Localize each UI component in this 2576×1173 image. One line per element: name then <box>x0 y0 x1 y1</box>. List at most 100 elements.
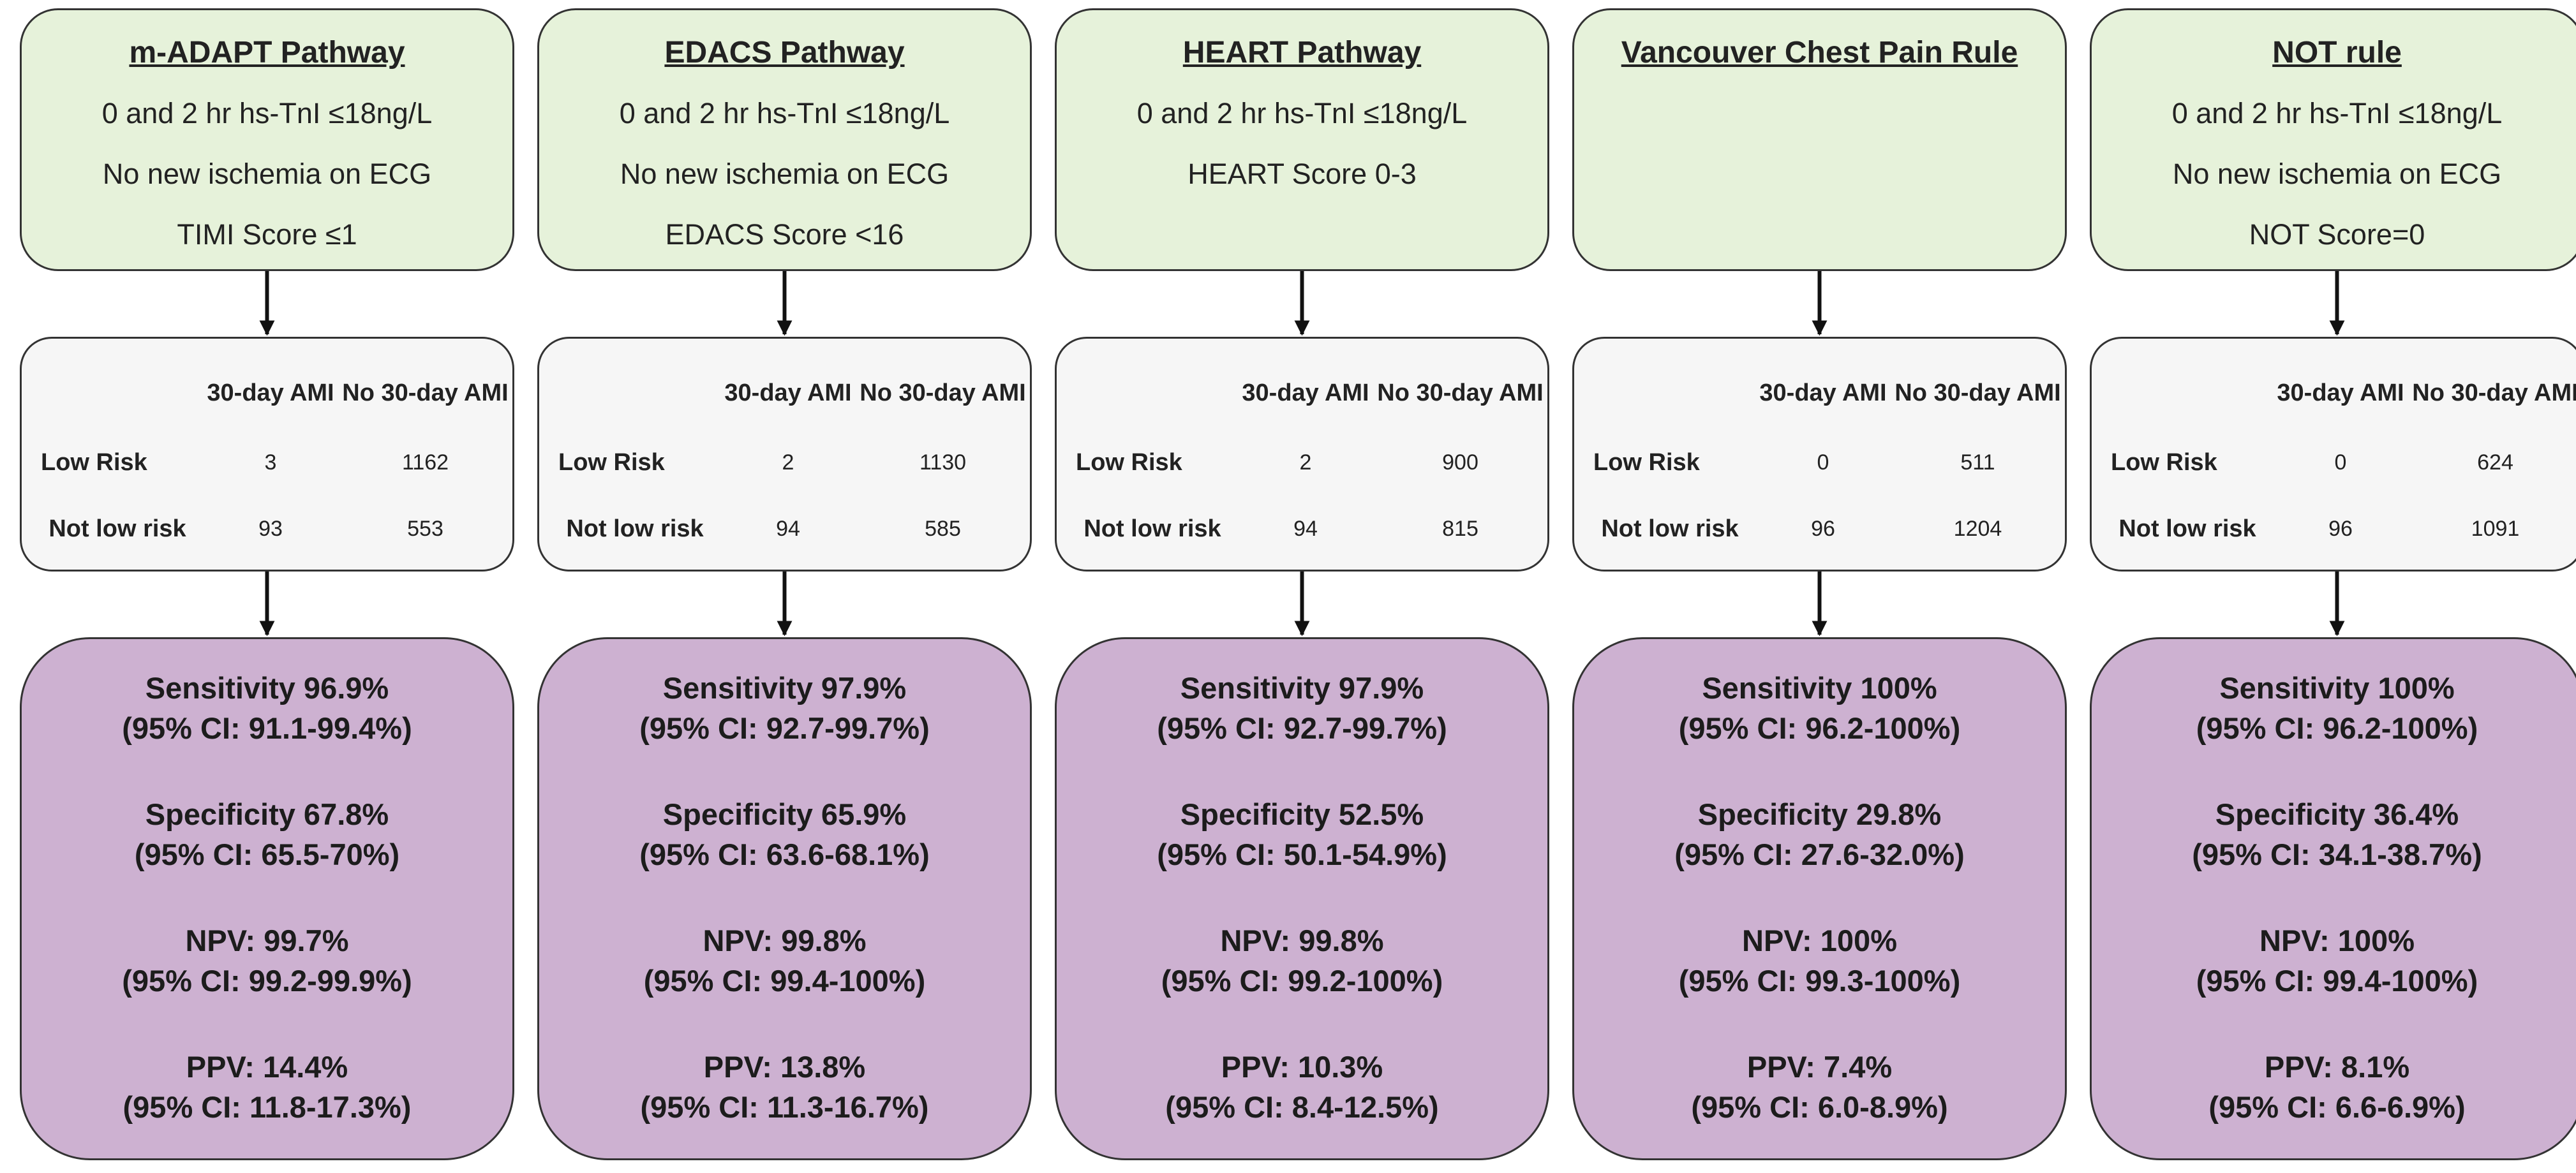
cell-value: 3 <box>264 450 277 475</box>
criterion: No new ischemia on ECG <box>620 158 949 190</box>
result-line: PPV: 10.3% <box>1221 1050 1383 1084</box>
result-line: NPV: 99.8% <box>1220 924 1384 957</box>
pathway-title: HEART Pathway <box>1182 36 1422 70</box>
result-line: PPV: 8.1% <box>2264 1050 2410 1084</box>
criteria-box: m-ADAPT Pathway 0 and 2 hr hs-TnI ≤18ng/L… <box>20 8 514 271</box>
result-line: PPV: 7.4% <box>1746 1050 1893 1084</box>
result-line: Sensitivity 96.9% <box>145 671 389 705</box>
result-line: (95% CI: 11.8-17.3%) <box>123 1090 412 1124</box>
row-label: Not low risk <box>1601 515 1739 542</box>
row-label: Low Risk <box>558 449 665 476</box>
outcome-table: 30-day AMI No 30-day AMI Low Risk 0 511 Not l… <box>1572 337 2067 572</box>
result-line: (95% CI: 63.6-68.1%) <box>639 837 930 871</box>
cell-value: 900 <box>1442 450 1478 475</box>
results-box: Sensitivity 100% (95% CI: 96.2-100%) Speci… <box>1572 637 2067 1160</box>
criterion: 0 and 2 hr hs-TnI ≤18ng/L <box>619 97 950 129</box>
column-header: 30-day AMI <box>724 380 852 406</box>
result-block: Specificity 52.5% (95% CI: 50.1-54.9%) <box>1057 794 1547 920</box>
row-label: Not low risk <box>566 515 704 542</box>
cell-value: 96 <box>1811 516 1835 541</box>
result-block: NPV: 99.7% (95% CI: 99.2-99.9%) <box>22 920 512 1047</box>
result-line: (95% CI: 92.7-99.7%) <box>639 711 930 745</box>
cell-value: 1130 <box>919 450 967 475</box>
criterion: HEART Score 0-3 <box>1187 158 1417 190</box>
result-block: Sensitivity 97.9% (95% CI: 92.7-99.7%) <box>539 668 1030 794</box>
cell-value: 815 <box>1442 516 1478 541</box>
result-block: Sensitivity 100% (95% CI: 96.2-100%) <box>2092 668 2576 794</box>
result-block: NPV: 99.8% (95% CI: 99.2-100%) <box>1057 920 1547 1047</box>
result-line: Sensitivity 97.9% <box>1180 671 1424 705</box>
result-block: PPV: 13.8% (95% CI: 11.3-16.7%) <box>539 1047 1030 1173</box>
result-block: NPV: 99.8% (95% CI: 99.4-100%) <box>539 920 1030 1047</box>
pathway-title: Vancouver Chest Pain Rule <box>1621 36 2018 70</box>
result-block: Specificity 67.8% (95% CI: 65.5-70%) <box>22 794 512 920</box>
result-block: Sensitivity 96.9% (95% CI: 91.1-99.4%) <box>22 668 512 794</box>
result-block: Specificity 65.9% (95% CI: 63.6-68.1%) <box>539 794 1030 920</box>
criteria-box: EDACS Pathway 0 and 2 hr hs-TnI ≤18ng/L No… <box>537 8 1032 271</box>
result-block: NPV: 100% (95% CI: 99.3-100%) <box>1574 920 2065 1047</box>
criterion: EDACS Score <16 <box>665 218 904 251</box>
result-block: Specificity 36.4% (95% CI: 34.1-38.7%) <box>2092 794 2576 920</box>
column-header: No 30-day AMI <box>860 380 1026 406</box>
result-line: (95% CI: 27.6-32.0%) <box>1674 837 1965 871</box>
row-label: Not low risk <box>48 515 186 542</box>
column-header: 30-day AMI <box>1759 380 1887 406</box>
cell-value: 0 <box>1817 450 1829 475</box>
result-block: Sensitivity 97.9% (95% CI: 92.7-99.7%) <box>1057 668 1547 794</box>
column-header: No 30-day AMI <box>1377 380 1544 406</box>
criterion: TIMI Score ≤1 <box>177 218 357 251</box>
cell-value: 2 <box>782 450 794 475</box>
row-label: Low Risk <box>41 449 147 476</box>
result-line: (95% CI: 96.2-100%) <box>1678 711 1961 745</box>
row-label: Low Risk <box>2111 449 2217 476</box>
cell-value: 0 <box>2334 450 2347 475</box>
column-header: 30-day AMI <box>1242 380 1369 406</box>
result-line: (95% CI: 50.1-54.9%) <box>1157 837 1447 871</box>
result-line: NPV: 100% <box>2260 924 2415 957</box>
result-line: (95% CI: 96.2-100%) <box>2196 711 2478 745</box>
result-line: Specificity 65.9% <box>662 797 907 831</box>
result-line: (95% CI: 65.5-70%) <box>134 837 400 871</box>
cell-value: 553 <box>407 516 443 541</box>
result-line: (95% CI: 99.4-100%) <box>2196 964 2478 998</box>
result-line: NPV: 100% <box>1742 924 1897 957</box>
criterion: 0 and 2 hr hs-TnI ≤18ng/L <box>101 97 433 129</box>
cell-value: 1204 <box>1953 516 2002 541</box>
cell-value: 1162 <box>401 450 449 475</box>
cell-value: 624 <box>2477 450 2513 475</box>
criterion: 0 and 2 hr hs-TnI ≤18ng/L <box>2171 97 2503 129</box>
pathway-title: NOT rule <box>2272 36 2402 70</box>
results-box: Sensitivity 96.9% (95% CI: 91.1-99.4%) Spe… <box>20 637 514 1160</box>
row-label: Not low risk <box>1083 515 1221 542</box>
cell-value: 2 <box>1299 450 1312 475</box>
row-label: Low Risk <box>1593 449 1700 476</box>
result-block: PPV: 14.4% (95% CI: 11.8-17.3%) <box>22 1047 512 1173</box>
column-header: 30-day AMI <box>207 380 334 406</box>
result-line: (95% CI: 11.3-16.7%) <box>640 1090 929 1124</box>
pathway-title: EDACS Pathway <box>664 36 905 70</box>
cell-value: 585 <box>925 516 961 541</box>
results-box: Sensitivity 97.9% (95% CI: 92.7-99.7%) Spe… <box>537 637 1032 1160</box>
column-header: 30-day AMI <box>2277 380 2404 406</box>
criteria-box: HEART Pathway 0 and 2 hr hs-TnI ≤18ng/L HE… <box>1055 8 1549 271</box>
result-block: PPV: 10.3% (95% CI: 8.4-12.5%) <box>1057 1047 1547 1173</box>
row-label: Low Risk <box>1076 449 1182 476</box>
cell-value: 94 <box>776 516 800 541</box>
result-line: PPV: 14.4% <box>186 1050 348 1084</box>
cell-value: 96 <box>2328 516 2353 541</box>
column-header: No 30-day AMI <box>342 380 509 406</box>
result-line: NPV: 99.7% <box>185 924 349 957</box>
outcome-table: 30-day AMI No 30-day AMI Low Risk 0 624 Not l… <box>2090 337 2576 572</box>
result-line: (95% CI: 99.2-99.9%) <box>122 964 412 998</box>
result-block: PPV: 7.4% (95% CI: 6.0-8.9%) <box>1574 1047 2065 1173</box>
page: m-ADAPT Pathway 0 and 2 hr hs-TnI ≤18ng/L… <box>20 8 2576 1160</box>
result-line: (95% CI: 92.7-99.7%) <box>1157 711 1447 745</box>
result-line: Specificity 29.8% <box>1697 797 1942 831</box>
result-block: Specificity 29.8% (95% CI: 27.6-32.0%) <box>1574 794 2065 920</box>
result-line: Specificity 67.8% <box>145 797 389 831</box>
outcome-table: 30-day AMI No 30-day AMI Low Risk 3 1162 Not … <box>20 337 514 572</box>
criteria-box: NOT rule 0 and 2 hr hs-TnI ≤18ng/L No new … <box>2090 8 2576 271</box>
row-label: Not low risk <box>2118 515 2256 542</box>
result-line: (95% CI: 91.1-99.4%) <box>122 711 412 745</box>
outcome-table: 30-day AMI No 30-day AMI Low Risk 2 900 Not l… <box>1055 337 1549 572</box>
